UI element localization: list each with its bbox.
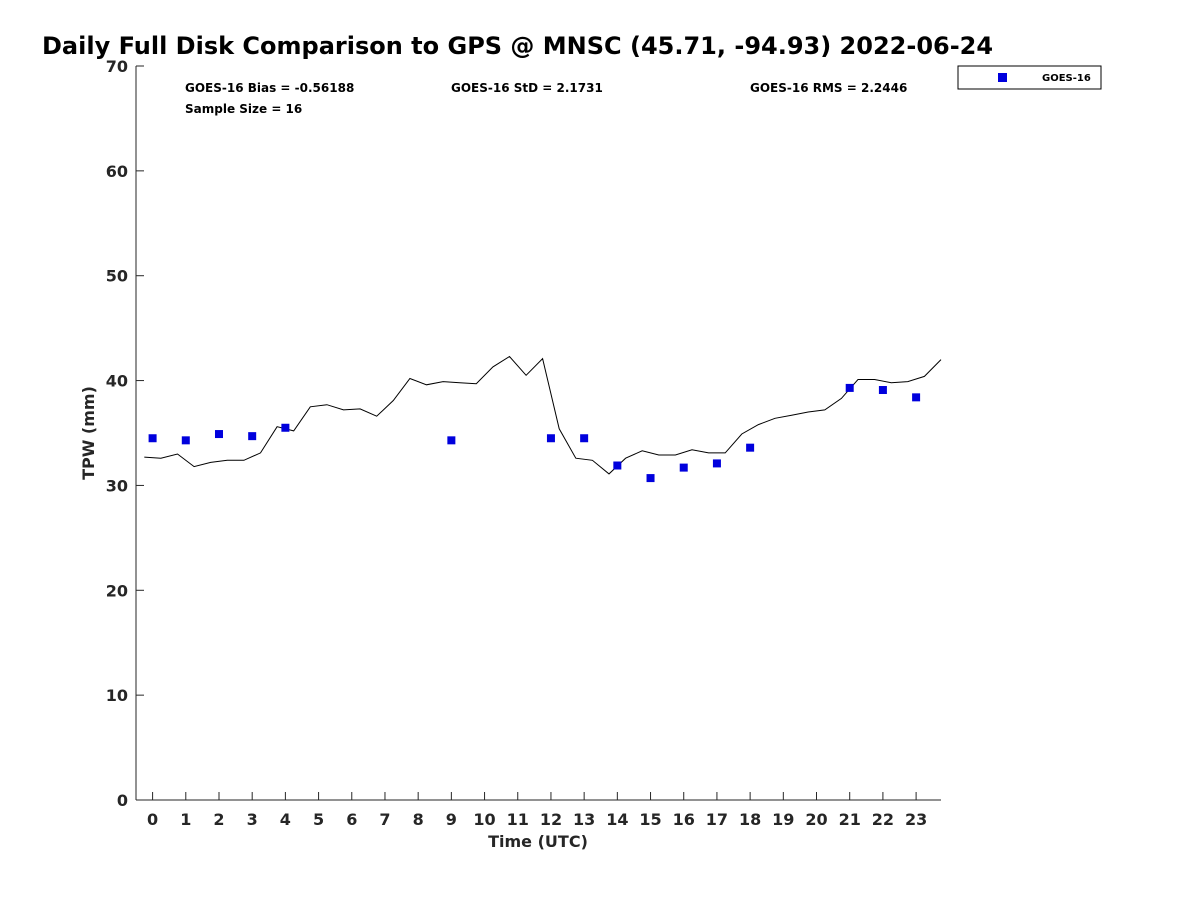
x-tick-label: 6 <box>346 810 357 829</box>
x-axis-label: Time (UTC) <box>488 832 588 851</box>
chart-title: Daily Full Disk Comparison to GPS @ MNSC… <box>42 32 993 60</box>
goes16-point <box>148 434 157 443</box>
x-tick-label: 0 <box>147 810 158 829</box>
x-tick-label: 23 <box>905 810 927 829</box>
goes16-point <box>214 430 223 439</box>
goes16-point <box>546 434 555 443</box>
gps-reference-line <box>144 355 942 475</box>
x-tick-label: 15 <box>639 810 661 829</box>
x-tick-label: 20 <box>805 810 827 829</box>
goes16-point <box>580 434 589 443</box>
x-tick-label: 8 <box>413 810 424 829</box>
goes16-points <box>148 383 921 483</box>
y-tick-label: 20 <box>106 581 128 600</box>
y-tick-label: 50 <box>106 267 128 286</box>
x-tick-label: 18 <box>739 810 761 829</box>
goes16-point <box>746 443 755 452</box>
x-tick-label: 2 <box>213 810 224 829</box>
y-axis-label: TPW (mm) <box>79 386 98 480</box>
x-tick-label: 21 <box>839 810 861 829</box>
x-tick-label: 17 <box>706 810 728 829</box>
legend-label-goes16: GOES-16 <box>1042 73 1091 84</box>
x-tick-label: 11 <box>507 810 529 829</box>
stat-rms: GOES-16 RMS = 2.2446 <box>750 81 907 95</box>
goes16-point <box>912 393 921 402</box>
gps-series-line <box>144 355 942 475</box>
y-tick-label: 0 <box>117 791 128 810</box>
x-tick-label: 16 <box>673 810 695 829</box>
legend: GOES-16 <box>957 65 1102 90</box>
x-tick-label: 22 <box>872 810 894 829</box>
y-tick-label: 60 <box>106 162 128 181</box>
legend-marker <box>998 73 1007 82</box>
goes16-point <box>447 436 456 445</box>
goes16-point <box>679 463 688 472</box>
x-ticks: 0 1 2 3 4 5 6 7 8 9 10 11 12 13 14 15 16 17 18 19 20 21 22 23 <box>147 792 927 829</box>
y-tick-label: 70 <box>106 57 128 76</box>
x-tick-label: 3 <box>247 810 258 829</box>
legend-box <box>957 65 1102 90</box>
goes16-point <box>646 474 655 483</box>
x-tick-label: 19 <box>772 810 794 829</box>
goes16-point <box>845 383 854 392</box>
y-tick-label: 10 <box>106 686 128 705</box>
goes16-point <box>613 461 622 470</box>
stat-bias: GOES-16 Bias = -0.56188 <box>185 81 354 95</box>
x-tick-label: 5 <box>313 810 324 829</box>
goes16-point <box>281 423 290 432</box>
x-tick-label: 13 <box>573 810 595 829</box>
stat-std: GOES-16 StD = 2.1731 <box>451 81 603 95</box>
y-tick-label: 30 <box>106 476 128 495</box>
y-tick-label: 40 <box>106 372 128 391</box>
goes16-point <box>878 386 887 395</box>
x-tick-label: 4 <box>280 810 291 829</box>
plot-axes <box>135 66 941 801</box>
x-tick-label: 9 <box>446 810 457 829</box>
goes16-point <box>181 436 190 445</box>
x-tick-label: 1 <box>180 810 191 829</box>
x-tick-label: 10 <box>473 810 495 829</box>
x-tick-label: 14 <box>606 810 628 829</box>
goes16-point <box>248 432 257 441</box>
x-tick-label: 12 <box>540 810 562 829</box>
goes16-point <box>712 459 721 468</box>
y-ticks: 0 10 20 30 40 50 60 70 <box>106 57 144 810</box>
stat-sample-size: Sample Size = 16 <box>185 102 302 116</box>
x-tick-label: 7 <box>379 810 390 829</box>
